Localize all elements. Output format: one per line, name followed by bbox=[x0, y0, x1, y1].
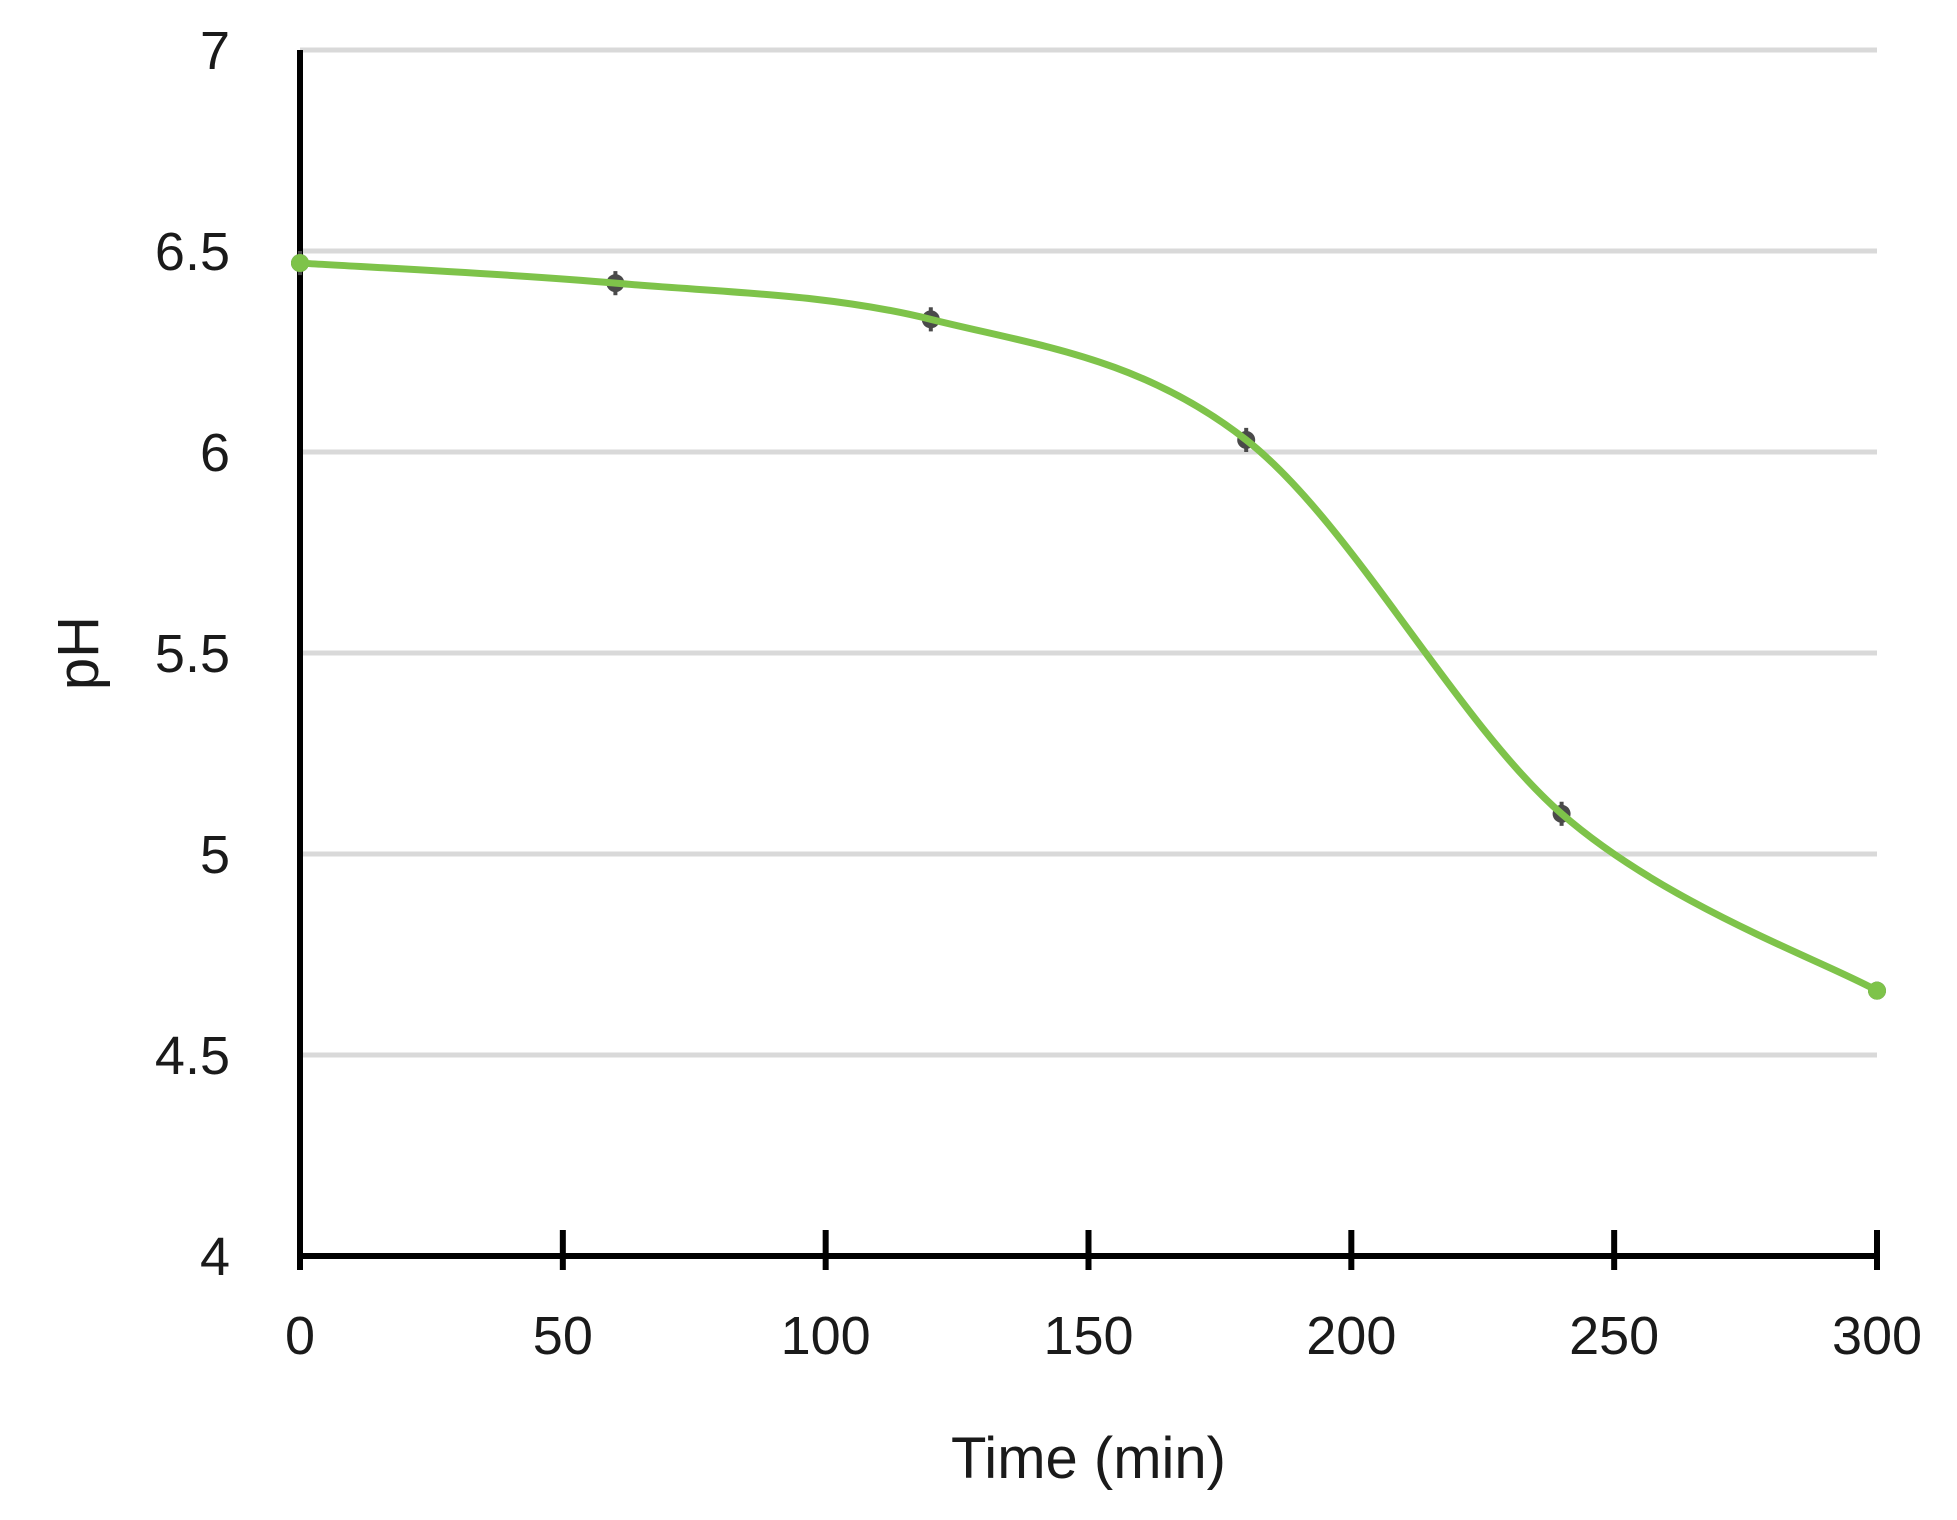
x-tick-label: 0 bbox=[285, 1306, 315, 1366]
x-tick-label: 300 bbox=[1832, 1306, 1922, 1366]
x-tick-label: 100 bbox=[781, 1306, 871, 1366]
y-axis-ticks: 4 4.5 5 5.5 6 6.5 7 bbox=[155, 21, 230, 1287]
y-tick-label: 5 bbox=[200, 825, 230, 885]
endpoint-marker bbox=[291, 254, 309, 273]
x-tick-label: 250 bbox=[1569, 1306, 1659, 1366]
x-tick-label: 150 bbox=[1043, 1306, 1133, 1366]
endpoint-marker bbox=[1868, 981, 1886, 1000]
y-tick-label: 6.5 bbox=[155, 222, 230, 282]
y-tick-label: 6 bbox=[200, 423, 230, 483]
x-tick-label: 200 bbox=[1306, 1306, 1396, 1366]
series-line bbox=[296, 259, 1881, 995]
y-tick-label: 5.5 bbox=[155, 624, 230, 684]
series-layer bbox=[291, 251, 1886, 1000]
x-axis-ticks: 0 50 100 150 200 250 300 bbox=[285, 1230, 1922, 1366]
x-axis-title: Time (min) bbox=[951, 1426, 1226, 1491]
y-tick-label: 4 bbox=[200, 1227, 230, 1287]
y-axis-title: pH bbox=[46, 616, 111, 690]
x-tick-label: 50 bbox=[533, 1306, 593, 1366]
gridlines bbox=[300, 47, 1877, 1058]
y-tick-label: 4.5 bbox=[155, 1026, 230, 1086]
y-tick-label: 7 bbox=[200, 21, 230, 81]
